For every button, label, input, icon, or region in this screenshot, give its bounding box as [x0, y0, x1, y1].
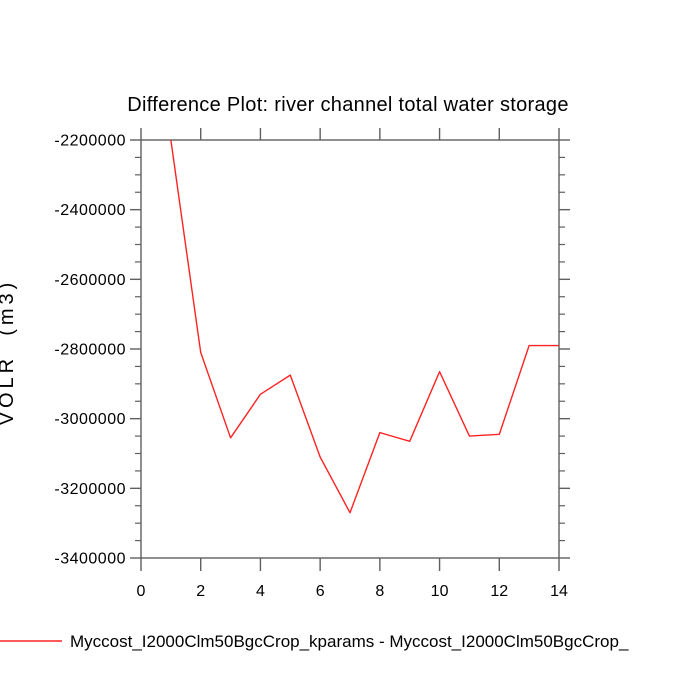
legend-label: Myccost_I2000Clm50BgcCrop_kparams - Mycc… [70, 632, 629, 651]
y-tick-label: -2600000 [54, 272, 126, 289]
chart-title: Difference Plot: river channel total wat… [127, 94, 569, 116]
y-tick-label: -2400000 [54, 202, 126, 219]
x-tick-label: 4 [256, 583, 265, 600]
y-tick-label: -2800000 [54, 342, 126, 359]
x-tick-label: 6 [316, 583, 325, 600]
legend: Myccost_I2000Clm50BgcCrop_kparams - Mycc… [0, 632, 629, 651]
x-tick-label: 8 [375, 583, 384, 600]
x-tick-label: 0 [137, 583, 146, 600]
y-tick-label: -3200000 [54, 481, 126, 498]
x-tick-label: 2 [196, 583, 205, 600]
x-tick-label: 10 [431, 583, 449, 600]
y-tick-label: -3400000 [54, 551, 126, 568]
x-tick-label: 14 [550, 583, 568, 600]
y-tick-label: -2200000 [54, 133, 126, 150]
plot-area: 0 2 4 6 8 10 12 14 -2200000 -2400000 -2600000 -2800… [54, 128, 570, 600]
y-axis-label: VOLR (m3) [0, 279, 18, 426]
data-series-line [170, 139, 559, 514]
y-tick-label: -3000000 [54, 411, 126, 428]
plot-frame [140, 139, 560, 559]
x-tick-label: 12 [490, 583, 508, 600]
